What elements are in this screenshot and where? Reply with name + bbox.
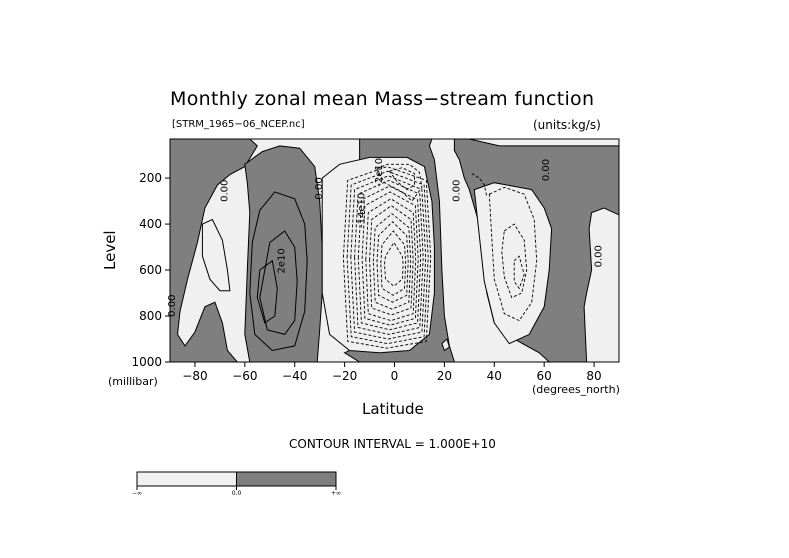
x-tick-label: 40 [487, 369, 502, 383]
contour-dashed-north-1 [488, 186, 538, 322]
contour-dashed-north-3 [513, 255, 525, 290]
contour-dashed-11 [380, 230, 407, 296]
x-tick-label: 20 [437, 369, 452, 383]
y-axis-label: Level [101, 230, 119, 270]
contour-dashed-5 [357, 185, 422, 331]
contour-dashed-3 [350, 175, 427, 340]
contour-dashed-upper-2 [388, 167, 415, 191]
y-tick-label: 800 [139, 309, 162, 323]
contour-label: 0.00 [451, 180, 462, 202]
contour-solid-3 [256, 259, 278, 324]
contour-dashed-12 [384, 241, 404, 287]
y-axis-unit: (millibar) [108, 375, 158, 388]
contour-label: 0.00 [594, 245, 605, 267]
chart-subtitle: [STRM_1965−06_NCEP.nc] [172, 119, 305, 130]
x-axis-unit: (degrees_north) [532, 383, 620, 396]
x-tick-label: −20 [332, 369, 357, 383]
contour-interval-label: CONTOUR INTERVAL = 1.000E+10 [289, 437, 496, 451]
chart-title: Monthly zonal mean Mass−stream function [170, 88, 595, 110]
contour-label: 0.00 [167, 295, 178, 317]
contour-label: -14e10 [357, 193, 368, 228]
negative-cell-north [473, 182, 553, 345]
contour-label: 0.00 [541, 159, 552, 181]
contour-dashed-9 [372, 213, 412, 310]
x-tick-label: −60 [232, 369, 257, 383]
contour-dashed-upper-1 [376, 163, 423, 202]
contour-dashed-1 [342, 166, 432, 349]
x-tick-label: −80 [182, 369, 207, 383]
positive-cell-south [244, 145, 323, 363]
x-axis-label: Latitude [362, 400, 424, 418]
contour-solid-2 [259, 230, 298, 335]
y-tick-label: 200 [139, 171, 162, 185]
colorbar-label: +∞ [331, 490, 341, 497]
contour-dashed-10 [376, 221, 409, 303]
contour-solid-1 [249, 191, 308, 352]
negative-pocket-south [201, 218, 231, 292]
x-tick-label: −40 [282, 369, 307, 383]
contour-dashed-6 [361, 191, 419, 326]
positive-region-south [169, 138, 258, 363]
contour-label: 0.00 [314, 177, 325, 199]
contour-dashed-4 [354, 179, 424, 335]
colorbar-swatch [136, 471, 237, 487]
units-label: (units:kg/s) [533, 118, 601, 132]
y-tick-label: 600 [139, 263, 162, 277]
x-tick-label: 0 [391, 369, 399, 383]
contour-label: -2e10 [374, 158, 385, 187]
contour-dashed-8 [369, 205, 414, 316]
contour-dashed-7 [365, 198, 417, 322]
colorbar-label: 0.0 [232, 490, 242, 497]
contour-label: 2e10 [277, 248, 288, 273]
x-tick-label: 60 [537, 369, 552, 383]
y-tick-label: 1000 [131, 355, 162, 369]
colorbar-label: −∞ [132, 490, 142, 497]
colorbar-swatch [236, 471, 337, 487]
contour-small-loop [441, 338, 450, 352]
y-tick-label: 400 [139, 217, 162, 231]
contour-dashed-2 [346, 170, 429, 345]
x-tick-label: 80 [586, 369, 601, 383]
contour-label: 0.00 [219, 180, 230, 202]
